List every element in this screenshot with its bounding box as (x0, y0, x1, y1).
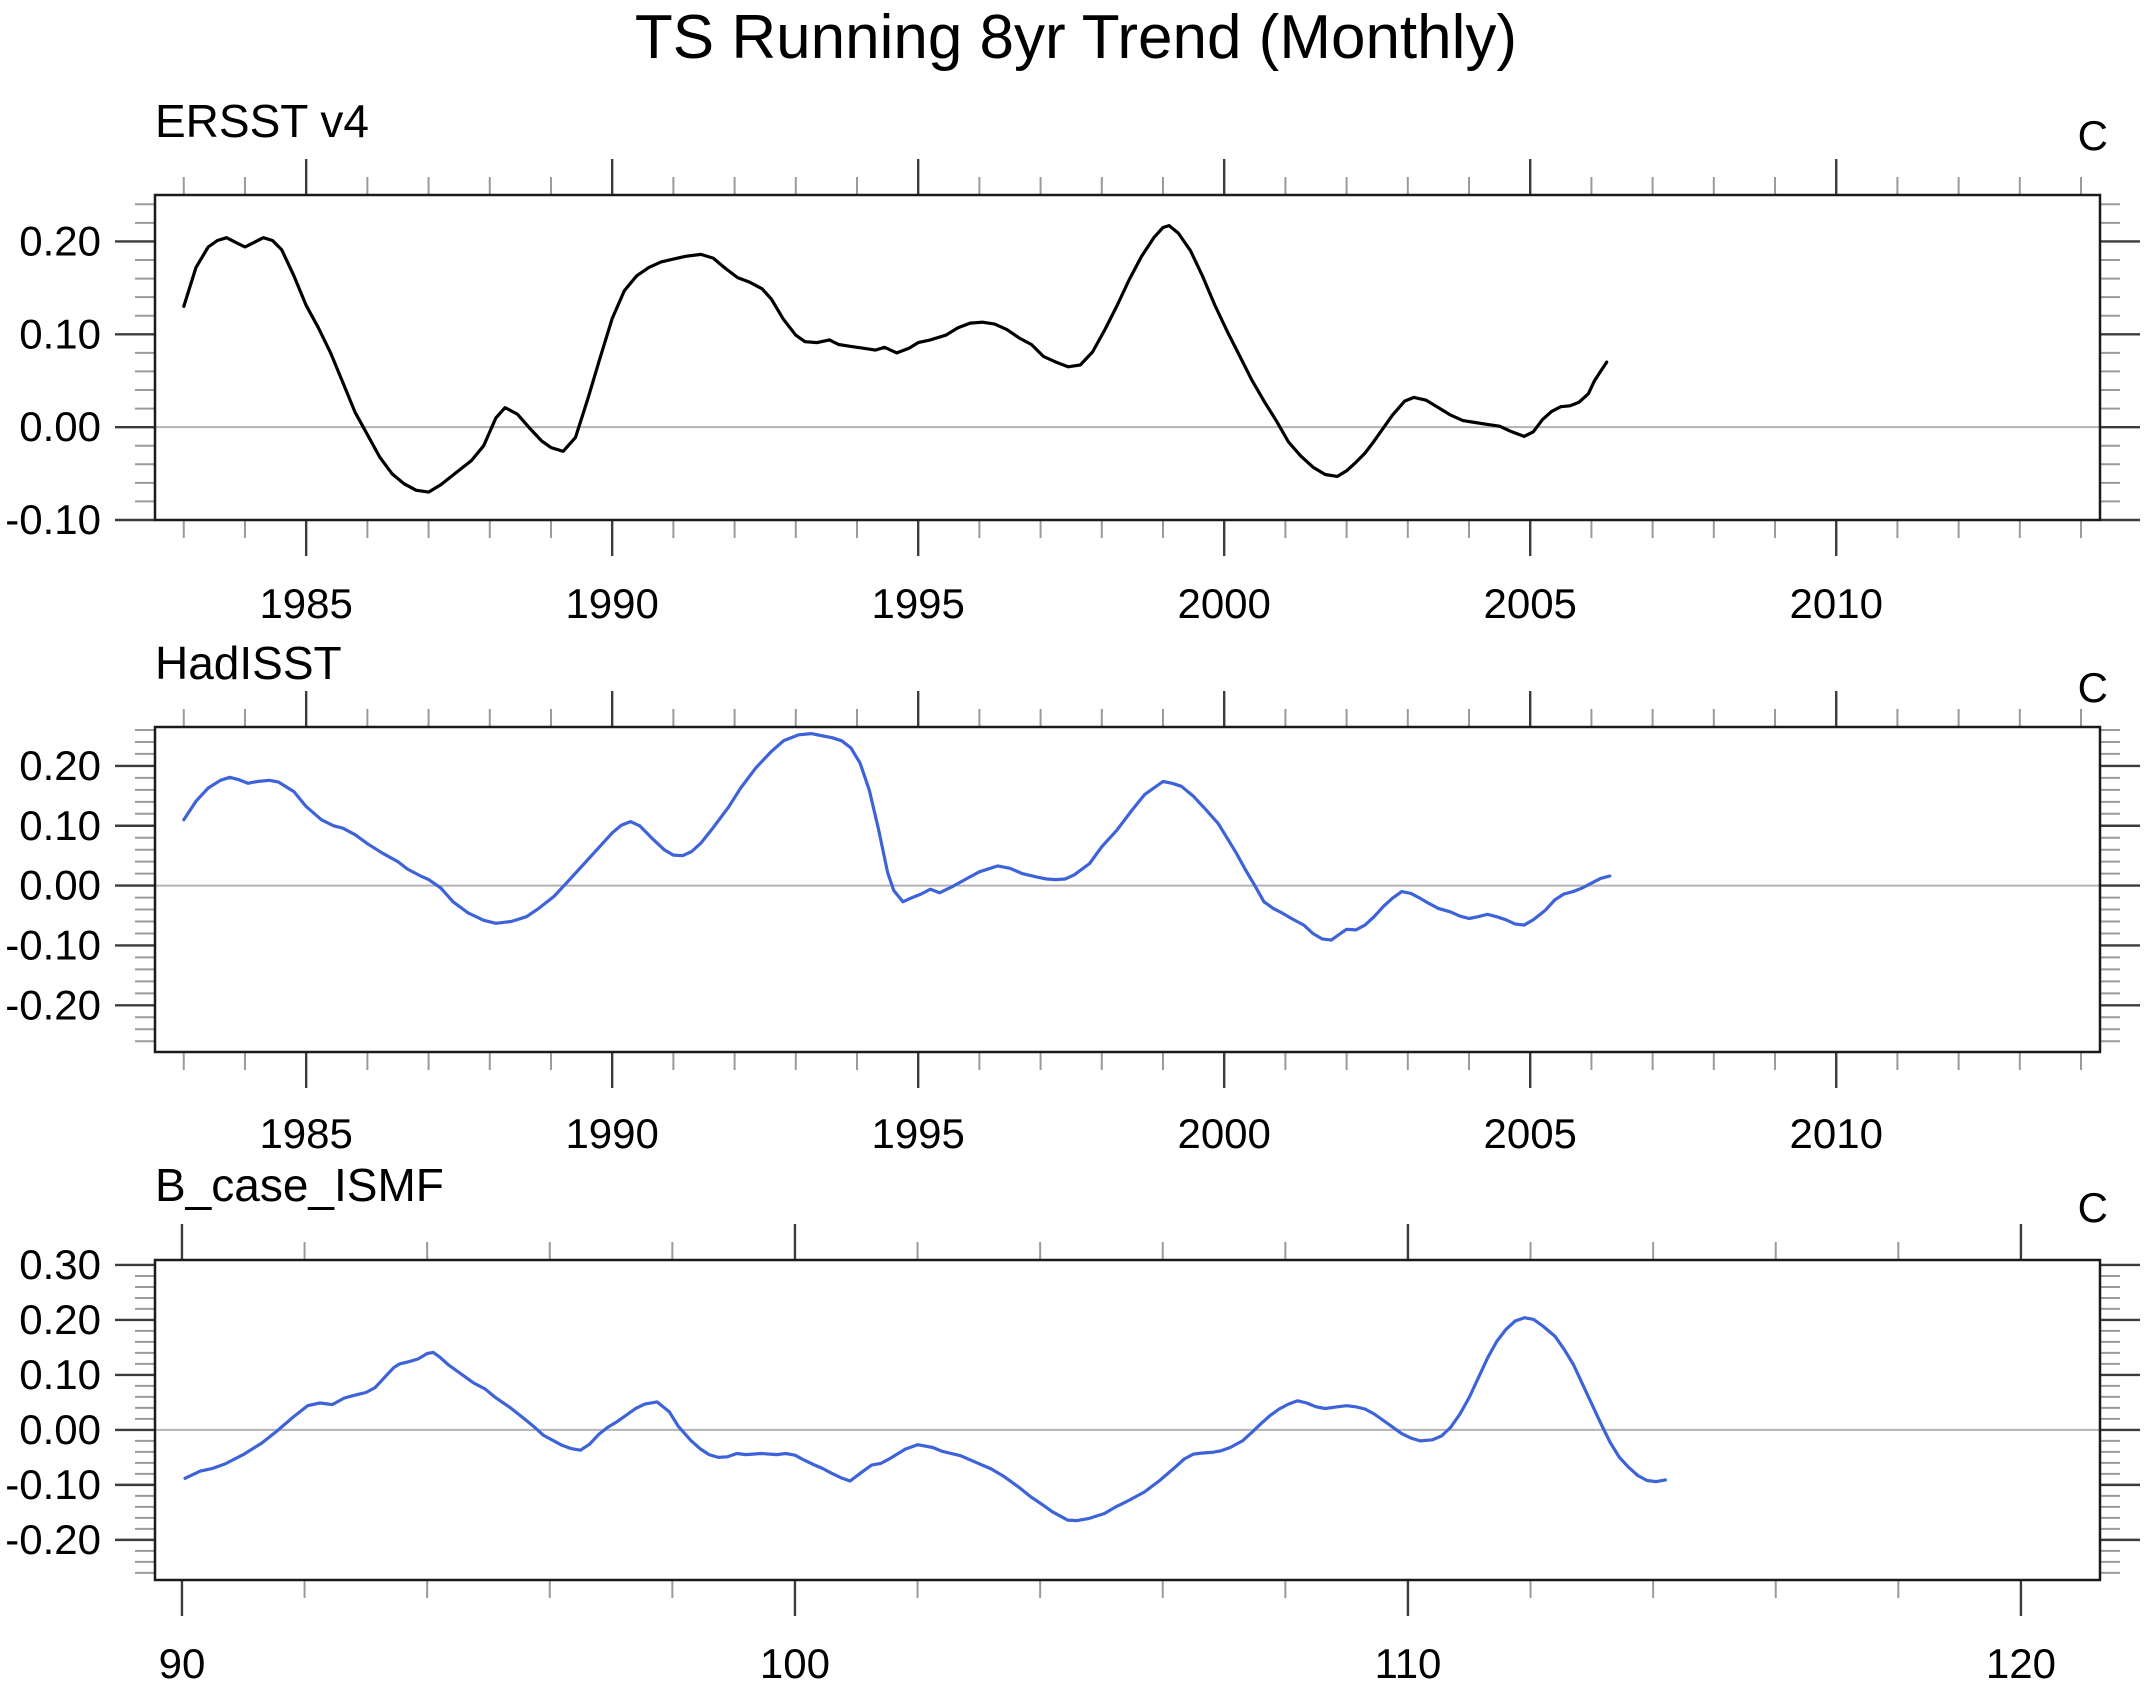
y-tick-label: 0.20 (19, 217, 101, 264)
y-tick-label: 0.10 (19, 310, 101, 357)
x-tick-label: 1995 (871, 1110, 964, 1157)
y-tick-label: 0.30 (19, 1241, 101, 1288)
x-tick-label: 100 (760, 1640, 830, 1685)
x-tick-label: 90 (159, 1640, 206, 1685)
units-label-panel-2: C (2077, 664, 2108, 711)
y-tick-label: 0.00 (19, 403, 101, 450)
x-tick-label: 1985 (259, 580, 352, 627)
units-label-panel-3: C (2077, 1184, 2108, 1231)
panel-plot-3: 90 100 110 120 0.30 0.20 0.10 0.00 -0.10 -0.20 (5, 1224, 2140, 1685)
y-tick-label: 0.00 (19, 1406, 101, 1453)
y-tick-label: 0.10 (19, 1351, 101, 1398)
x-tick-label: 120 (1986, 1640, 2056, 1685)
x-tick-label: 110 (1374, 1640, 1441, 1685)
x-tick-label: 1990 (565, 1110, 658, 1157)
x-tick-label: 2000 (1177, 1110, 1270, 1157)
y-tick-label: -0.20 (5, 1516, 101, 1563)
units-label-panel-1: C (2077, 112, 2108, 159)
x-tick-label: 2000 (1177, 580, 1270, 627)
panel-plot-2: 1985 1990 1995 2000 2005 2010 0.20 0.10 0.00 -0.1… (5, 691, 2140, 1157)
panel-label-b-case-ismf: B_case_ISMF (155, 1159, 444, 1211)
panel-plot-1: 1985 1990 1995 2000 2005 2010 0.20 0.10 0.00 -0.1… (5, 159, 2140, 627)
y-tick-label: -0.20 (5, 981, 101, 1028)
x-tick-label: 2010 (1790, 580, 1883, 627)
y-tick-label: 0.20 (19, 1296, 101, 1343)
panel-label-hadisst: HadISST (155, 637, 342, 689)
y-tick-label: 0.00 (19, 862, 101, 909)
x-tick-label: 1995 (871, 580, 964, 627)
x-tick-label: 1990 (565, 580, 658, 627)
series-line-3 (183, 1316, 1667, 1523)
x-tick-label: 2010 (1790, 1110, 1883, 1157)
x-tick-label: 2005 (1483, 1110, 1576, 1157)
series-line-1 (182, 224, 1609, 494)
x-tick-label: 1985 (259, 1110, 352, 1157)
y-tick-label: -0.10 (5, 1461, 101, 1508)
x-tick-label: 2005 (1483, 580, 1576, 627)
panel-label-ersst-v4: ERSST v4 (155, 95, 369, 147)
series-line-2 (182, 732, 1612, 942)
y-tick-label: -0.10 (5, 496, 101, 543)
y-tick-label: 0.20 (19, 742, 101, 789)
y-tick-label: -0.10 (5, 921, 101, 968)
figure-title: TS Running 8yr Trend (Monthly) (634, 3, 1518, 72)
y-tick-label: 0.10 (19, 802, 101, 849)
